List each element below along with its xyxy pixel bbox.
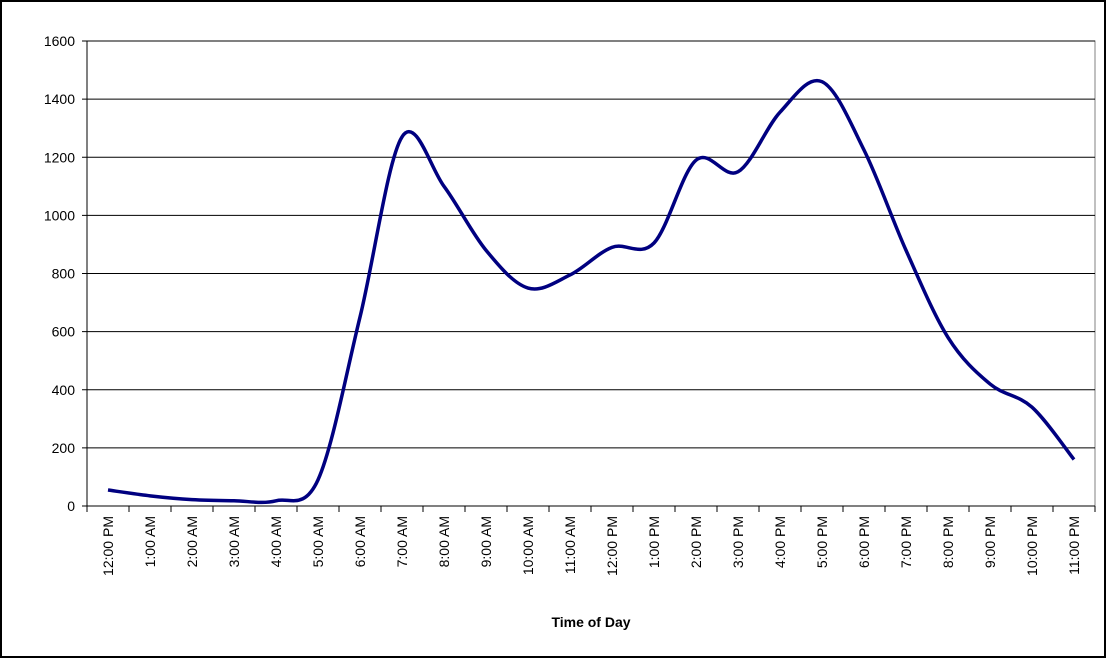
x-tick-label: 4:00 AM <box>268 516 284 567</box>
x-tick-label: 8:00 AM <box>436 516 452 567</box>
y-tick-label: 200 <box>52 440 76 456</box>
y-tick-label: 1600 <box>44 33 75 49</box>
x-tick-label: 9:00 AM <box>478 516 494 567</box>
x-tick-label: 12:00 PM <box>604 516 620 576</box>
y-tick-label: 1200 <box>44 149 75 165</box>
x-tick-label: 1:00 PM <box>646 516 662 568</box>
x-tick-label: 5:00 PM <box>814 516 830 568</box>
line-series <box>107 78 1076 505</box>
y-tick-label: 0 <box>67 498 75 514</box>
y-tick-label: 800 <box>52 266 76 282</box>
x-tick-label: 10:00 AM <box>520 516 536 575</box>
y-tick-label: 1400 <box>44 91 75 107</box>
x-tick-label: 7:00 PM <box>898 516 914 568</box>
x-tick-label: 11:00 PM <box>1066 516 1082 575</box>
y-tick-label: 400 <box>52 382 76 398</box>
x-tick-label: 6:00 PM <box>856 516 872 568</box>
x-axis-title: Time of Day <box>551 614 630 630</box>
y-tick-label: 1000 <box>44 207 75 223</box>
x-tick-label: 12:00 PM <box>100 516 116 576</box>
x-tick-label: 1:00 AM <box>142 516 158 567</box>
x-tick-label: 10:00 PM <box>1024 516 1040 576</box>
x-tick-label: 6:00 AM <box>352 516 368 567</box>
x-tick-label: 3:00 PM <box>730 516 746 568</box>
x-tick-label: 2:00 PM <box>688 516 704 568</box>
x-tick-label: 11:00 AM <box>562 516 578 574</box>
x-tick-label: 4:00 PM <box>772 516 788 568</box>
x-tick-label: 9:00 PM <box>982 516 998 568</box>
x-tick-label: 8:00 PM <box>940 516 956 568</box>
x-tick-label: 7:00 AM <box>394 516 410 567</box>
x-tick-label: 5:00 AM <box>310 516 326 567</box>
y-tick-label: 600 <box>52 324 76 340</box>
x-tick-label: 3:00 AM <box>226 516 242 567</box>
x-tick-label: 2:00 AM <box>184 516 200 567</box>
